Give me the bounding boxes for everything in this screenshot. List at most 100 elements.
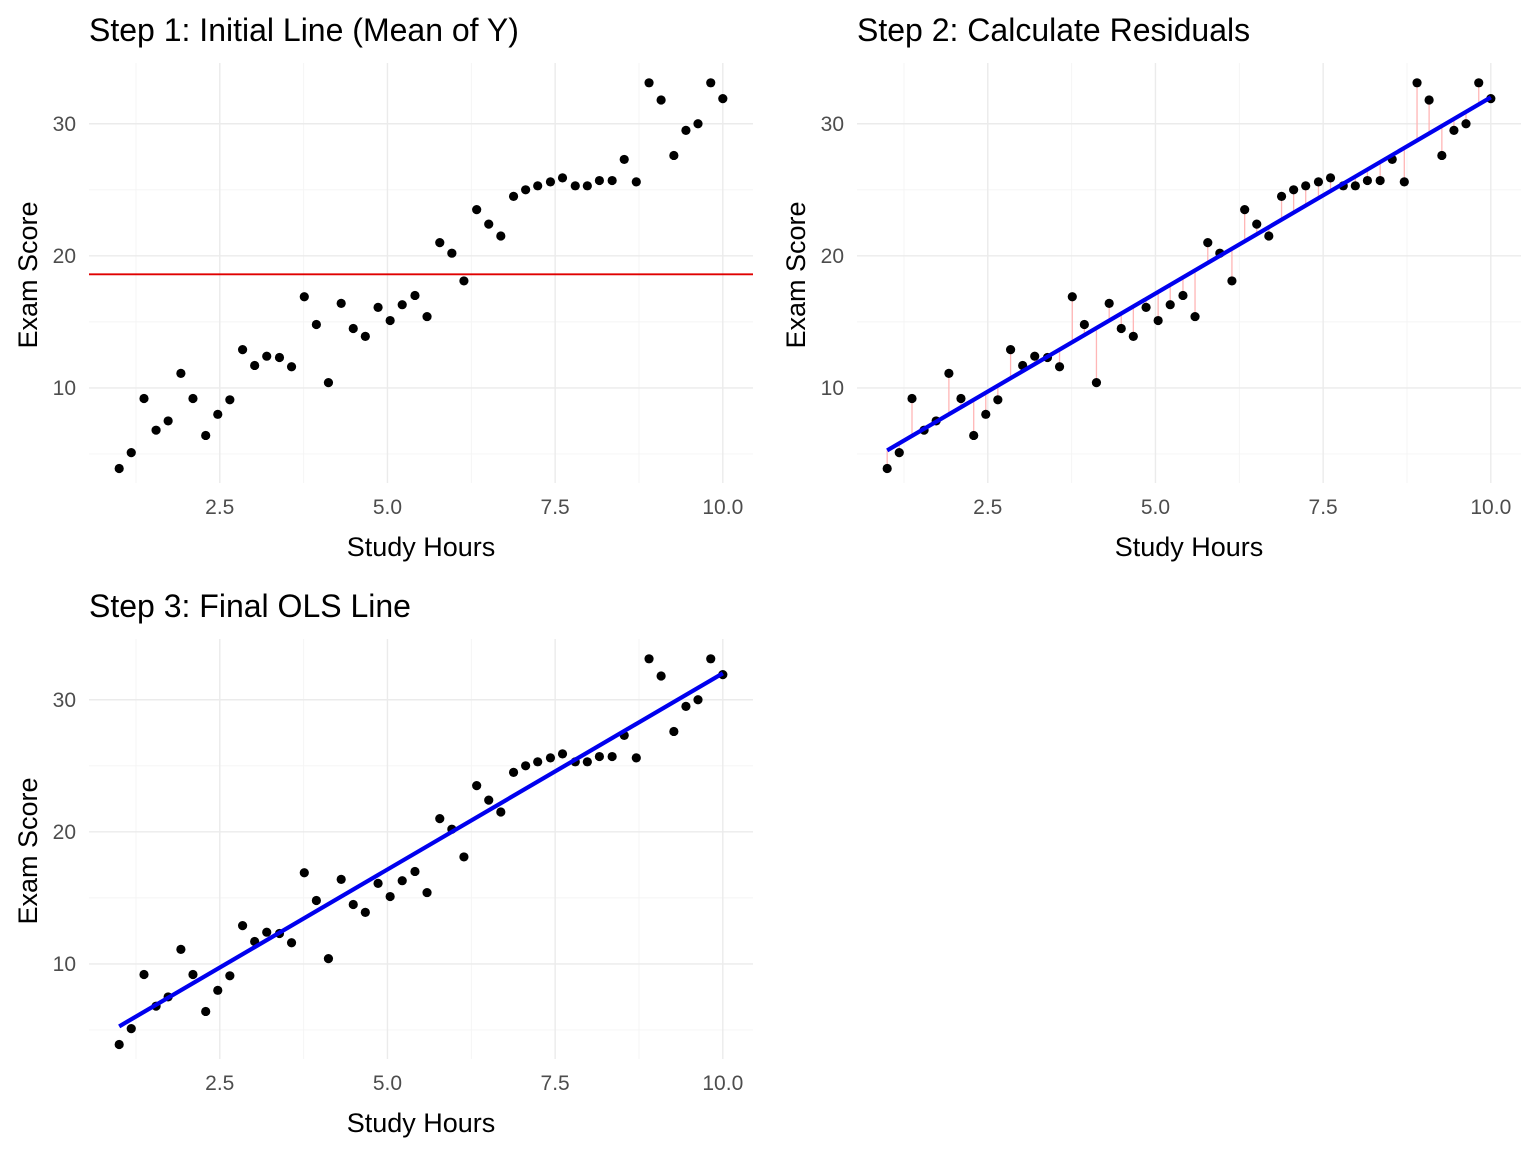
data-point <box>126 448 136 458</box>
data-point <box>693 119 703 129</box>
x-tick-label: 2.5 <box>205 1072 234 1095</box>
data-point <box>993 395 1003 405</box>
data-point <box>1252 219 1262 229</box>
data-point <box>447 248 457 258</box>
data-point <box>435 238 445 248</box>
data-point <box>1067 292 1077 302</box>
data-point <box>594 751 605 762</box>
data-point <box>336 874 346 884</box>
data-point <box>1276 191 1287 201</box>
data-point <box>1227 276 1237 286</box>
data-point <box>981 409 991 419</box>
data-point <box>882 463 892 474</box>
data-point <box>139 969 149 980</box>
data-point <box>533 757 543 767</box>
ols-fit-line <box>886 95 1492 453</box>
data-point <box>644 78 654 88</box>
data-point <box>944 368 954 378</box>
data-point <box>496 231 506 241</box>
data-point <box>1203 238 1213 248</box>
data-point <box>188 969 198 980</box>
x-tick-label: 7.5 <box>541 496 570 519</box>
y-axis-title: Exam Score <box>781 201 811 348</box>
x-tick-label: 2.5 <box>205 496 234 519</box>
data-point <box>1313 177 1324 187</box>
data-point <box>631 177 641 187</box>
data-point <box>286 938 297 948</box>
data-point <box>1178 290 1188 301</box>
data-point <box>1190 311 1200 322</box>
data-point <box>681 701 691 711</box>
data-point <box>262 927 272 937</box>
data-point <box>225 971 235 981</box>
data-point <box>373 302 383 312</box>
data-point <box>907 393 917 404</box>
data-point <box>163 416 173 426</box>
data-point <box>299 292 309 302</box>
x-axis-title: Study Hours <box>347 1108 496 1138</box>
panel-title: Step 2: Calculate Residuals <box>857 12 1250 48</box>
data-point <box>114 1039 124 1050</box>
data-point <box>1375 175 1385 186</box>
data-point <box>607 751 617 762</box>
panel-step-2: Step 2: Calculate Residuals 2.5 5.0 7.5 10.… <box>781 12 1521 562</box>
data-point <box>213 985 223 995</box>
data-point <box>1116 323 1126 334</box>
plot-area: 2.5 5.0 7.5 10.0 10 20 30 <box>53 639 753 1095</box>
panel-title: Step 3: Final OLS Line <box>89 588 411 624</box>
data-point <box>1091 378 1102 388</box>
data-point <box>422 887 432 898</box>
y-axis-title: Exam Score <box>13 201 43 348</box>
data-point <box>126 1024 136 1034</box>
data-point <box>969 430 979 441</box>
data-point <box>619 154 629 165</box>
data-point <box>1461 119 1471 129</box>
y-tick-label: 10 <box>821 377 844 400</box>
data-point <box>1437 150 1447 161</box>
data-point <box>385 315 395 326</box>
data-point <box>360 907 370 917</box>
data-point <box>385 891 395 902</box>
x-tick-label: 5.0 <box>373 496 402 519</box>
data-point <box>1079 319 1089 330</box>
data-point <box>1289 185 1299 195</box>
x-tick-label: 7.5 <box>1309 496 1338 519</box>
x-tick-label: 2.5 <box>973 496 1002 519</box>
data-point <box>151 425 161 435</box>
data-point <box>1054 362 1065 372</box>
y-tick-label: 30 <box>821 113 844 136</box>
data-point <box>410 290 420 301</box>
y-tick-label: 10 <box>53 953 76 976</box>
data-point <box>373 878 383 888</box>
ols-fit-line <box>118 671 724 1029</box>
data-point <box>1165 300 1175 310</box>
y-axis-title: Exam Score <box>13 777 43 924</box>
data-point <box>1424 95 1434 105</box>
data-point <box>706 78 716 88</box>
data-point <box>496 807 506 817</box>
data-point <box>1362 175 1373 186</box>
data-point <box>508 767 519 777</box>
data-point <box>557 173 568 183</box>
data-point <box>669 726 679 737</box>
data-point <box>422 311 432 322</box>
data-point <box>693 695 703 705</box>
y-tick-label: 20 <box>821 245 844 268</box>
data-point <box>545 177 556 187</box>
x-tick-label: 5.0 <box>373 1072 402 1095</box>
data-point <box>397 876 407 886</box>
data-point <box>1264 231 1274 241</box>
panel-step-1: Step 1: Initial Line (Mean of Y) 2.5 5.0 7… <box>13 12 753 562</box>
data-point <box>644 654 654 664</box>
data-point <box>521 761 531 771</box>
data-point <box>176 368 186 378</box>
data-point <box>360 331 370 341</box>
x-tick-label: 10.0 <box>1470 496 1511 519</box>
data-point <box>894 448 904 458</box>
data-point <box>1412 78 1422 88</box>
data-point <box>299 868 309 878</box>
data-point <box>484 219 494 229</box>
data-point <box>410 866 420 877</box>
data-point <box>397 300 407 310</box>
